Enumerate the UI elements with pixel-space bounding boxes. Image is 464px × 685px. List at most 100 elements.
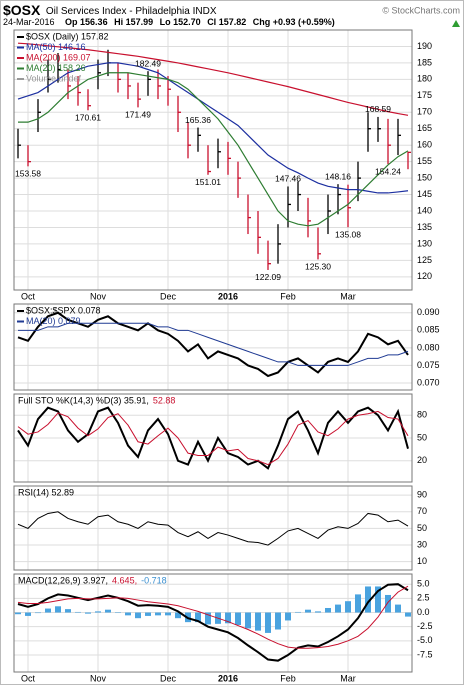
panel-frame bbox=[13, 393, 413, 483]
legend-entry: -0.718 bbox=[141, 575, 167, 585]
legend-entry: MA(20) 158.26 bbox=[26, 63, 86, 73]
y-tick-label: 50 bbox=[417, 432, 427, 442]
histogram-bar bbox=[315, 611, 321, 613]
x-tick-label: Nov bbox=[90, 291, 107, 301]
price-annotation: 148.16 bbox=[325, 171, 351, 181]
y-tick-label: 135 bbox=[417, 222, 432, 232]
y-tick-label: 160 bbox=[417, 140, 432, 150]
up-arrow bbox=[452, 20, 460, 27]
histogram-bar bbox=[195, 612, 201, 623]
index-name: Oil Services Index - Philadelphia INDX bbox=[46, 6, 217, 17]
header-line-2: 24-Mar-2016 Op 156.36 Hi 157.99 Lo 152.7… bbox=[3, 17, 335, 27]
y-tick-label: 50 bbox=[417, 523, 427, 533]
x-tick-label: Oct bbox=[21, 291, 36, 301]
histogram-bar bbox=[15, 612, 21, 615]
y-tick-label: 140 bbox=[417, 205, 432, 215]
histogram-bar bbox=[25, 612, 31, 616]
x-tick-label: Dec bbox=[160, 673, 177, 683]
histogram-bar bbox=[45, 608, 51, 613]
price-annotation: 165.36 bbox=[185, 115, 211, 125]
histogram-bar bbox=[65, 609, 71, 613]
y-tick-label: 180 bbox=[417, 74, 432, 84]
histogram-bar bbox=[205, 612, 211, 625]
y-tick-label: 165 bbox=[417, 123, 432, 133]
price-annotation: 151.01 bbox=[195, 177, 221, 187]
histogram-bar bbox=[245, 612, 251, 629]
histogram-bar bbox=[115, 612, 121, 614]
y-tick-label: 20 bbox=[417, 455, 427, 465]
y-tick-label: 30 bbox=[417, 539, 427, 549]
series-line bbox=[17, 406, 409, 470]
histogram-bar bbox=[405, 612, 411, 617]
y-tick-label: 150 bbox=[417, 172, 432, 182]
y-tick-label: 125 bbox=[417, 255, 432, 265]
y-tick-label: -5.0 bbox=[417, 635, 433, 645]
panel-frame bbox=[13, 29, 413, 291]
y-tick-label: 0.085 bbox=[417, 325, 440, 335]
watermark: © StockCharts.com bbox=[382, 5, 460, 15]
y-tick-label: 130 bbox=[417, 238, 432, 248]
y-tick-label: 145 bbox=[417, 189, 432, 199]
y-tick-label: 0.070 bbox=[417, 377, 440, 387]
histogram-bar bbox=[225, 612, 231, 624]
panel-frame bbox=[13, 485, 413, 571]
histogram-bar bbox=[355, 594, 361, 613]
series-line bbox=[18, 322, 409, 366]
legend-entry: MA(200) 169.07 bbox=[26, 52, 91, 62]
price-annotation: 135.08 bbox=[335, 229, 361, 239]
header-line-1: $OSX Oil Services Index - Philadelphia I… bbox=[3, 2, 217, 18]
legend-entry: Volume undef bbox=[26, 73, 82, 83]
histogram-bar bbox=[305, 609, 311, 613]
histogram-bar bbox=[335, 604, 341, 613]
x-tick-label: Feb bbox=[280, 673, 296, 683]
x-tick-label: 2016 bbox=[218, 291, 238, 301]
y-tick-label: 185 bbox=[417, 57, 432, 67]
series-line bbox=[17, 62, 409, 194]
x-tick-label: Nov bbox=[90, 673, 107, 683]
series-line bbox=[18, 72, 409, 227]
price-annotation: 125.30 bbox=[305, 262, 331, 272]
price-annotation: 182.49 bbox=[135, 58, 161, 68]
x-tick-label: Mar bbox=[340, 291, 356, 301]
legend-entry: MA(50) 146.16 bbox=[26, 42, 86, 52]
price-annotation: 168.59 bbox=[365, 104, 391, 114]
price-annotation: 147.46 bbox=[275, 174, 301, 184]
y-tick-label: 90 bbox=[417, 490, 427, 500]
histogram-bar bbox=[375, 586, 381, 613]
y-tick-label: 0.090 bbox=[417, 307, 440, 317]
price-annotation: 171.49 bbox=[125, 110, 151, 120]
x-tick-label: Feb bbox=[280, 291, 296, 301]
open: Op 156.36 bbox=[65, 17, 108, 27]
histogram-bar bbox=[95, 611, 101, 613]
histogram-bar bbox=[285, 612, 291, 621]
y-tick-label: 175 bbox=[417, 90, 432, 100]
close: Cl 157.82 bbox=[207, 17, 246, 27]
histogram-bar bbox=[155, 612, 161, 616]
change: Chg +0.93 (+0.59%) bbox=[253, 17, 335, 27]
y-tick-label: 10 bbox=[417, 556, 427, 566]
histogram-bar bbox=[395, 604, 401, 613]
y-tick-label: 170 bbox=[417, 107, 432, 117]
price-annotation: 153.58 bbox=[15, 169, 41, 179]
price-annotation: 170.61 bbox=[75, 113, 101, 123]
histogram-bar bbox=[345, 601, 351, 613]
y-tick-label: 2.5 bbox=[417, 593, 430, 603]
y-tick-label: 190 bbox=[417, 41, 432, 51]
y-tick-label: 0.0 bbox=[417, 607, 430, 617]
series-line bbox=[17, 42, 409, 116]
series-line bbox=[17, 311, 409, 378]
series-line bbox=[17, 511, 409, 546]
histogram-bar bbox=[295, 611, 301, 613]
low: Lo 152.70 bbox=[160, 17, 201, 27]
y-tick-label: 155 bbox=[417, 156, 432, 166]
histogram-bar bbox=[265, 612, 271, 633]
price-annotation: 122.09 bbox=[255, 272, 281, 282]
series-line bbox=[17, 410, 409, 466]
histogram-bar bbox=[125, 612, 131, 616]
legend-entry: MACD(12,26,9) 3.927, bbox=[18, 575, 108, 585]
histogram-bar bbox=[165, 612, 171, 616]
panel-frame bbox=[13, 303, 413, 391]
histogram-bar bbox=[255, 612, 261, 631]
panel-frame bbox=[13, 573, 413, 673]
